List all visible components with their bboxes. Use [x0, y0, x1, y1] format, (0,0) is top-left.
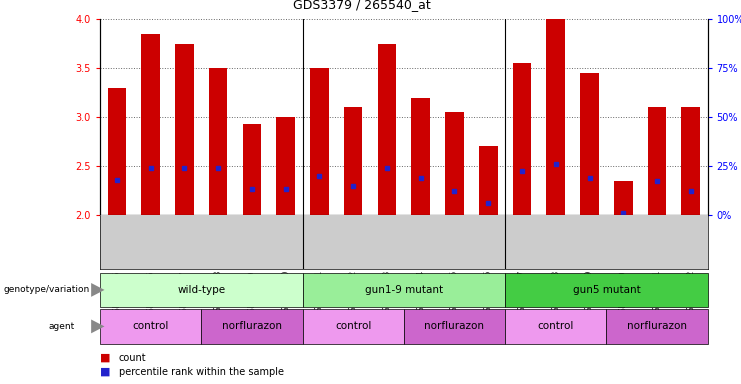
Bar — [479, 147, 497, 215]
Bar — [175, 44, 193, 215]
Text: wild-type: wild-type — [177, 285, 225, 295]
Text: control: control — [335, 321, 371, 331]
Bar — [648, 108, 666, 215]
Bar — [411, 98, 430, 215]
Bar — [682, 108, 700, 215]
Bar — [310, 68, 329, 215]
Text: ■: ■ — [100, 353, 110, 363]
Text: gun1-9 mutant: gun1-9 mutant — [365, 285, 443, 295]
Bar — [378, 44, 396, 215]
Text: count: count — [119, 353, 146, 363]
Bar — [614, 181, 633, 215]
Bar — [546, 19, 565, 215]
Text: norflurazon: norflurazon — [222, 321, 282, 331]
Text: ■: ■ — [100, 366, 110, 377]
Bar — [445, 112, 464, 215]
Text: GDS3379 / 265540_at: GDS3379 / 265540_at — [293, 0, 431, 12]
Text: gun5 mutant: gun5 mutant — [573, 285, 640, 295]
Bar — [276, 117, 295, 215]
Bar — [142, 34, 160, 215]
Bar — [107, 88, 126, 215]
Text: control: control — [537, 321, 574, 331]
Bar — [242, 124, 262, 215]
Text: agent: agent — [48, 322, 74, 331]
Text: norflurazon: norflurazon — [425, 321, 485, 331]
Text: control: control — [133, 321, 169, 331]
Text: norflurazon: norflurazon — [627, 321, 687, 331]
Bar — [344, 108, 362, 215]
Bar — [580, 73, 599, 215]
Text: genotype/variation: genotype/variation — [4, 285, 90, 295]
Bar — [513, 63, 531, 215]
Text: percentile rank within the sample: percentile rank within the sample — [119, 366, 284, 377]
Bar — [209, 68, 227, 215]
